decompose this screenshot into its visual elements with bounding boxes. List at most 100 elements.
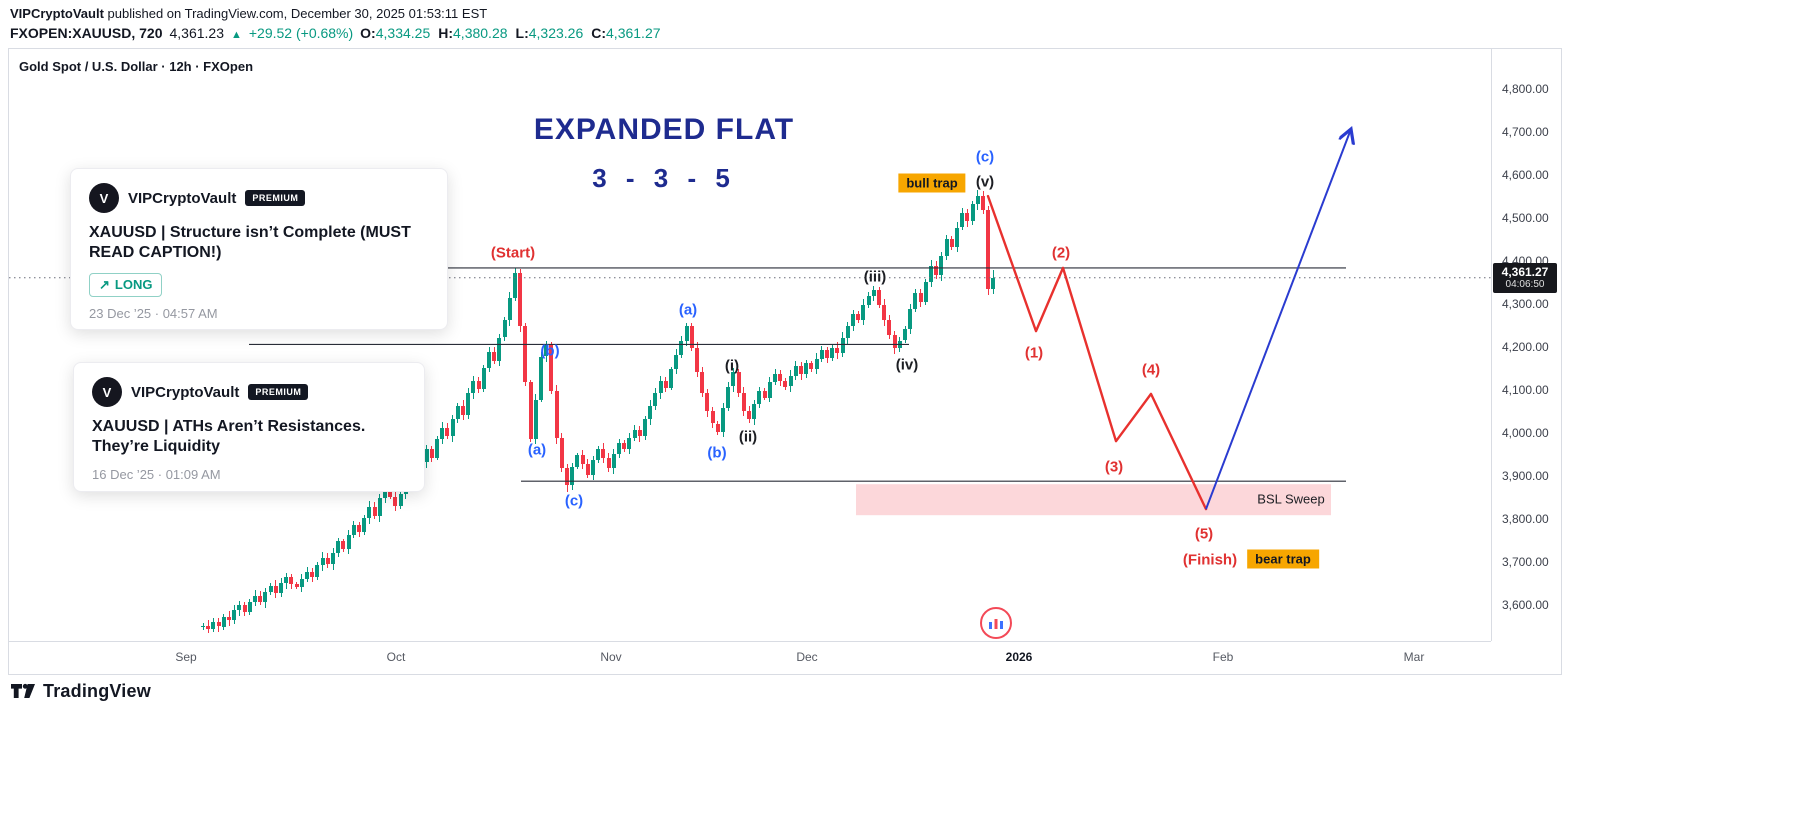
candle (273, 585, 278, 593)
candle (294, 584, 299, 587)
candle (305, 571, 309, 580)
time-tick-label: Mar (1403, 650, 1425, 664)
time-axis[interactable]: Sep Oct Nov Dec 2026 Feb Mar (9, 641, 1491, 674)
candle (705, 393, 710, 411)
candle (367, 507, 372, 519)
candle (201, 625, 205, 628)
price-tick-label: 4,100.00 (1502, 383, 1549, 397)
candle (669, 369, 673, 388)
chart-watermark-icon (980, 607, 1012, 639)
candle (221, 617, 226, 627)
candle (871, 290, 876, 297)
plot-area[interactable]: Gold Spot / U.S. Dollar · 12h · FXOpen E… (9, 49, 1492, 641)
candle (559, 438, 564, 469)
price-tick-label: 4,500.00 (1502, 211, 1549, 225)
candle (549, 344, 554, 391)
candle (783, 380, 788, 387)
avatar: V (89, 183, 119, 213)
candle (606, 457, 611, 469)
candle (825, 350, 829, 358)
tradingview-brand: TradingView (43, 680, 151, 701)
candle (232, 610, 237, 621)
candle (663, 380, 668, 388)
candle (877, 290, 881, 305)
candle (819, 350, 824, 359)
candle (351, 525, 356, 536)
candle (216, 622, 221, 627)
price-tick-label: 3,800.00 (1502, 512, 1549, 526)
price-tick-label: 4,800.00 (1502, 82, 1549, 96)
time-tick-label: Oct (386, 650, 406, 664)
candle (445, 427, 450, 437)
candle (502, 320, 507, 338)
card-author[interactable]: VIPCryptoVault (128, 189, 237, 207)
candle (528, 382, 533, 440)
idea-title[interactable]: XAUUSD | ATHs Aren’t Resistances. They’r… (92, 418, 366, 456)
candle (903, 328, 907, 341)
annotation-title: EXPANDED FLAT (533, 113, 795, 146)
candle (689, 326, 694, 348)
published-text: published on TradingView.com, December 3… (103, 6, 488, 21)
candle (211, 622, 216, 629)
trend-up-icon: ↗ (99, 276, 110, 292)
premium-badge: PREMIUM (248, 384, 309, 400)
candle (778, 373, 783, 381)
candle (299, 579, 304, 587)
candle (206, 625, 211, 629)
candle (960, 212, 965, 228)
card-header: V VIPCryptoVault PREMIUM (92, 377, 406, 407)
card-author[interactable]: VIPCryptoVault (131, 383, 240, 401)
candle (435, 439, 439, 458)
candle (710, 410, 715, 424)
candle (648, 406, 653, 420)
candle (653, 393, 658, 407)
candle (793, 366, 798, 377)
candle (591, 459, 595, 476)
symbol-name[interactable]: FXOPEN:XAUUSD, 720 (10, 25, 163, 41)
candle (949, 238, 954, 248)
author-name[interactable]: VIPCryptoVault (10, 6, 104, 21)
candle (580, 455, 585, 464)
annotation-subtitle: 3 - 3 - 5 (592, 163, 736, 193)
candle (492, 352, 497, 361)
candle (570, 466, 575, 486)
price-tick-label: 3,700.00 (1502, 555, 1549, 569)
candle (242, 605, 247, 612)
candle (331, 552, 335, 565)
candle (918, 293, 923, 302)
last-price: 4,361.23 (169, 25, 224, 41)
candle (279, 582, 283, 593)
candle (929, 266, 933, 282)
candle (897, 340, 902, 348)
candle (799, 366, 803, 374)
candle (721, 408, 725, 433)
candle (476, 380, 481, 390)
badge-price: 4,361.27 (1501, 264, 1549, 279)
idea-title[interactable]: XAUUSD | Structure isn’t Complete (MUST … (89, 224, 411, 262)
time-tick-label: 2026 (1005, 650, 1033, 664)
candle (887, 320, 892, 335)
idea-card-1[interactable]: V VIPCryptoVault PREMIUM XAUUSD | Struct… (70, 168, 448, 330)
candle (310, 571, 315, 578)
idea-card-2[interactable]: V VIPCryptoVault PREMIUM XAUUSD | ATHs A… (73, 362, 425, 492)
long-direction-chip: ↗ LONG (89, 272, 163, 297)
candle (393, 496, 398, 507)
candle (934, 266, 939, 275)
candle (284, 577, 289, 583)
tradingview-footer[interactable]: TradingView (10, 680, 151, 702)
candle (627, 438, 632, 450)
candle (544, 344, 549, 357)
price-axis[interactable]: 4,800.00 4,700.00 4,600.00 4,500.00 4,400.00… (1492, 49, 1560, 641)
symbol-quote-line: FXOPEN:XAUUSD, 720 4,361.23 ▲ +29.52 (+0… (10, 25, 661, 41)
chart-legend[interactable]: Gold Spot / U.S. Dollar · 12h · FXOpen (19, 59, 254, 74)
candle (289, 577, 294, 585)
candle (726, 386, 731, 409)
price-tick-label: 4,600.00 (1502, 168, 1549, 182)
price-tick-label: 3,600.00 (1502, 598, 1549, 612)
candle (575, 455, 580, 467)
candle (965, 212, 970, 222)
candle (325, 557, 330, 565)
candle (341, 541, 346, 550)
candle (637, 429, 642, 437)
